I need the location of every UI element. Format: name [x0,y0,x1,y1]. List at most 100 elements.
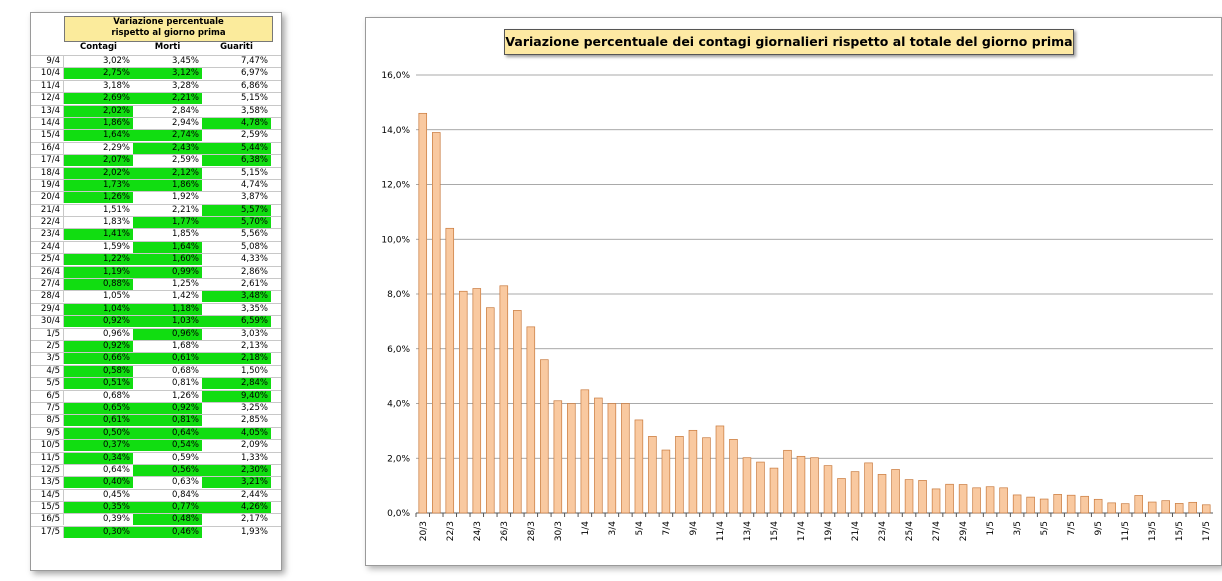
table-row: 4/5 0,58% 0,68% 1,50% [31,364,281,377]
table-row: 1/5 0,96% 0,96% 3,03% [31,327,281,340]
cell-guariti: 6,38% [202,155,271,167]
y-tick-label: 6,0% [387,345,410,355]
row-date: 13/5 [31,477,64,489]
cell-morti: 2,21% [133,93,202,105]
x-tick-label: 7/5 [1067,521,1077,535]
table-row: 3/5 0,66% 0,61% 2,18% [31,352,281,365]
cell-contagi: 0,61% [64,415,133,427]
bar [729,439,738,514]
cell-contagi: 3,02% [102,56,130,66]
table-row: 7/5 0,65% 0,92% 3,25% [31,401,281,414]
cell-guariti: 5,57% [202,204,271,216]
x-tick-label: 1/5 [986,521,996,535]
cell-contagi: 0,45% [102,489,130,500]
table-row: 28/4 1,05% 1,42% 3,48% [31,290,281,303]
cell-contagi: 0,96% [102,328,130,339]
x-tick-label: 9/5 [1094,521,1104,535]
cell-guariti: 4,26% [202,502,271,514]
bar [499,285,509,514]
cell-contagi: 0,66% [64,353,133,365]
row-date: 20/4 [31,192,64,204]
x-tick-label: 19/4 [824,521,834,541]
cell-morti: 0,68% [171,365,199,376]
cell-morti: 2,59% [171,155,199,166]
cell-morti: 0,81% [171,378,199,389]
cell-guariti: 6,97% [240,68,268,79]
bar [1188,501,1198,514]
table-row: 19/4 1,73% 1,86% 4,74% [31,178,281,191]
cell-contagi: 0,30% [64,526,133,538]
bar [1066,494,1076,514]
table-row: 8/5 0,61% 0,81% 2,85% [31,414,281,427]
table-row: 12/5 0,64% 0,56% 2,30% [31,463,281,476]
cell-contagi: 2,02% [64,167,133,179]
x-tick-label: 11/5 [1121,521,1131,541]
bar [1012,494,1022,514]
table-row: 18/4 2,02% 2,12% 5,15% [31,166,281,179]
row-date: 15/5 [31,502,64,514]
cell-morti: 1,18% [133,303,202,315]
row-date: 5/5 [31,378,64,390]
cell-contagi: 1,41% [64,229,133,241]
cell-contagi: 0,40% [64,477,133,489]
bar [742,457,752,514]
cell-guariti: 2,59% [240,130,268,141]
header-contagi: Contagi [80,42,117,52]
table-row: 25/4 1,22% 1,60% 4,33% [31,253,281,266]
cell-morti: 2,43% [133,142,202,154]
y-tick-label: 0,0% [387,509,410,519]
bar [553,400,563,514]
bar [1053,494,1062,514]
cell-contagi: 1,26% [64,192,133,204]
y-tick-label: 10,0% [381,235,410,245]
cell-contagi: 1,73% [64,179,133,191]
cell-morti: 0,46% [133,526,202,538]
bar [445,227,455,514]
cell-morti: 1,92% [171,192,199,203]
bar [850,471,860,514]
cell-morti: 2,84% [171,105,199,116]
cell-guariti: 5,56% [240,229,268,240]
bar [1120,503,1130,514]
bar [431,132,441,514]
row-date: 6/5 [31,390,64,402]
row-date: 21/4 [31,204,64,216]
bar [472,288,482,514]
x-tick-label: 23/4 [878,521,888,541]
row-date: 22/4 [31,217,64,229]
cell-guariti: 3,03% [240,328,268,339]
cell-guariti: 2,13% [240,340,268,351]
x-tick-label: 3/4 [608,521,618,536]
x-tick-label: 3/5 [1013,521,1023,535]
cell-morti: 2,74% [133,130,202,142]
bar [1080,495,1089,514]
x-tick-label: 13/5 [1148,521,1158,541]
cell-guariti: 6,59% [202,316,271,328]
bar [1134,495,1143,514]
row-date: 16/4 [31,142,64,154]
row-date: 10/4 [31,68,64,80]
cell-contagi: 2,75% [64,68,133,80]
cell-guariti: 4,78% [202,117,271,129]
x-tick-label: 29/4 [959,521,969,541]
cell-guariti: 2,61% [240,279,268,290]
y-tick-label: 12,0% [381,181,410,191]
cell-morti: 1,68% [171,340,199,351]
cell-morti: 1,77% [133,217,202,229]
table-row: 5/5 0,51% 0,81% 2,84% [31,377,281,390]
row-date: 4/5 [31,365,64,377]
bar [675,436,684,514]
x-tick-label: 1/4 [581,521,591,536]
x-tick-label: 25/4 [905,521,915,541]
bar [607,403,617,514]
cell-morti: 0,81% [133,415,202,427]
table-row: 10/4 2,75% 3,12% 6,97% [31,67,281,80]
table-row: 26/4 1,19% 0,99% 2,86% [31,265,281,278]
cell-contagi: 0,58% [64,365,133,377]
x-tick-label: 17/4 [797,521,807,541]
cell-contagi: 2,02% [64,105,133,117]
row-date: 10/5 [31,440,64,452]
table-row: 14/5 0,45% 0,84% 2,44% [31,488,281,501]
cell-guariti: 2,18% [202,353,271,365]
cell-morti: 3,45% [171,56,199,66]
